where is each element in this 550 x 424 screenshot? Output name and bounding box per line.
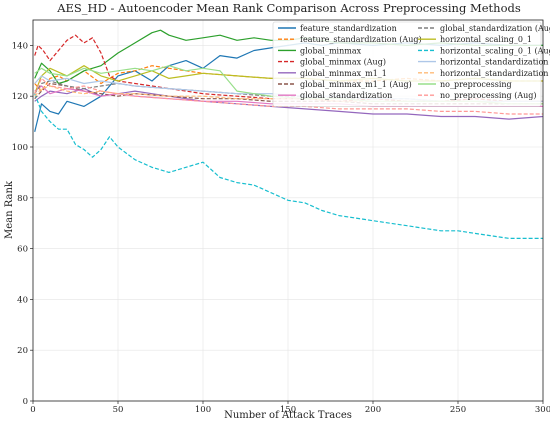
legend-label: global_minmax (Aug) xyxy=(300,58,386,67)
y-tick-label: 0 xyxy=(23,397,28,407)
legend-label: global_minmax xyxy=(300,46,362,55)
y-tick-label: 60 xyxy=(17,245,28,255)
axis-ticks: 0 50 100 150 200 250 300 0 20 40 60 80 100 120 140 xyxy=(12,41,550,415)
x-tick-label: 300 xyxy=(535,405,550,415)
series-line xyxy=(34,77,543,115)
legend-label: global_minmax_m1_1 (Aug) xyxy=(300,80,412,89)
legend-label: horizontal_standardization xyxy=(440,58,548,67)
x-tick-label: 100 xyxy=(195,405,211,415)
legend-label: feature_standardization xyxy=(300,24,397,33)
legend-label: global_standardization (Aug) xyxy=(440,24,550,33)
legend-label: feature_standardization (Aug) xyxy=(300,35,422,44)
y-tick-label: 100 xyxy=(12,143,28,153)
series-line xyxy=(34,88,544,120)
chart-title: AES_HD - Autoencoder Mean Rank Compariso… xyxy=(56,1,521,15)
y-tick-label: 40 xyxy=(17,295,28,305)
x-tick-label: 250 xyxy=(450,405,466,415)
x-tick-label: 50 xyxy=(113,405,124,415)
y-axis-label: Mean Rank xyxy=(4,180,15,239)
x-tick-label: 0 xyxy=(30,405,35,415)
legend-label: horizontal_standardization (Aug) xyxy=(440,69,550,78)
x-tick-label: 150 xyxy=(280,405,296,415)
legend-label: no_preprocessing xyxy=(440,80,512,89)
y-tick-label: 140 xyxy=(12,41,28,51)
series-line xyxy=(34,93,543,239)
y-tick-label: 120 xyxy=(12,92,28,102)
legend-label: horizontal_scaling_0_1 (Aug) xyxy=(440,46,550,55)
legend-label: global_minmax_m1_1 xyxy=(300,69,387,78)
y-tick-label: 20 xyxy=(17,346,28,356)
x-axis-label: Number of Attack Traces xyxy=(224,410,352,421)
legend-label: global_standardization xyxy=(300,91,392,100)
legend-label: horizontal_scaling_0_1 xyxy=(440,35,532,44)
legend: feature_standardization feature_standardi… xyxy=(272,21,550,107)
y-tick-label: 80 xyxy=(17,194,28,204)
x-tick-label: 200 xyxy=(365,405,381,415)
legend-box xyxy=(272,21,542,107)
series-line xyxy=(34,85,543,105)
series-line xyxy=(34,34,543,102)
legend-label: no_preprocessing (Aug) xyxy=(440,91,537,100)
